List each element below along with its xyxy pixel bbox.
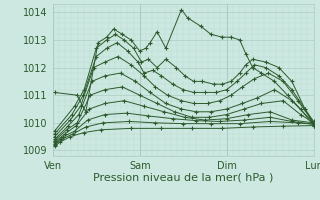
X-axis label: Pression niveau de la mer( hPa ): Pression niveau de la mer( hPa ) — [93, 172, 273, 182]
